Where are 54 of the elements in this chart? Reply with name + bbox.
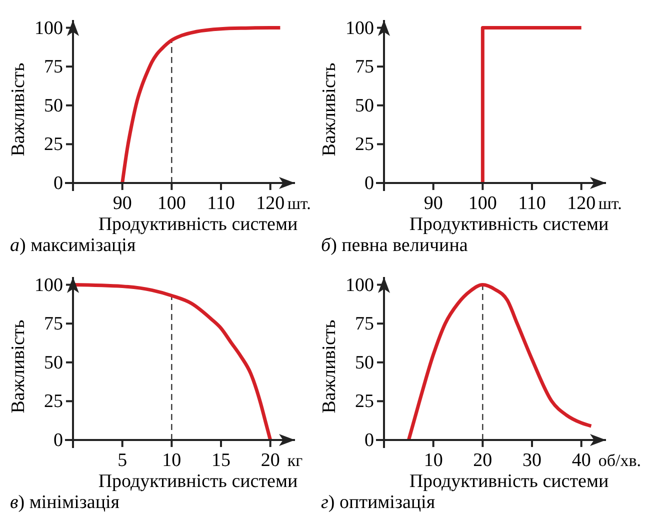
y-tick-label: 75 <box>44 56 63 78</box>
x-tick-label: 90 <box>112 193 132 214</box>
y-axis-title: Важливість <box>319 62 340 156</box>
y-tick-label: 25 <box>355 134 374 156</box>
x-tick-label: 110 <box>518 193 546 214</box>
x-tick-label: 100 <box>468 193 497 214</box>
y-tick-label: 0 <box>54 173 63 194</box>
y-tick-label: 50 <box>355 352 374 374</box>
y-tick-label: 25 <box>44 391 63 412</box>
y-tick-label: 75 <box>355 56 374 78</box>
text: в) мінімізація <box>10 492 120 513</box>
y-tick-label: 50 <box>44 352 63 374</box>
y-tick-label: 75 <box>44 314 63 335</box>
y-tick-label: 25 <box>44 134 63 156</box>
x-tick-label: 20 <box>473 450 492 471</box>
y-tick-label: 50 <box>355 95 374 116</box>
y-tick-label: 100 <box>34 18 63 39</box>
y-tick-label: 100 <box>34 274 63 296</box>
x-tick-label: 15 <box>212 450 230 471</box>
x-tick-label: 120 <box>256 193 285 214</box>
y-tick-label: 75 <box>355 314 374 335</box>
x-tick-label: 20 <box>260 450 280 471</box>
line-series <box>406 283 593 442</box>
x-tick-label: 100 <box>157 193 186 214</box>
x-tick-label: 110 <box>207 193 235 214</box>
x-tick-label: 10 <box>162 450 182 471</box>
y-tick-label: 0 <box>54 430 63 451</box>
x-tick-label: 90 <box>424 193 443 214</box>
y-axis-title: Важливість <box>8 62 29 156</box>
x-axis-title: Продуктивність системи <box>98 471 298 492</box>
x-tick-label: 120 <box>567 193 596 214</box>
y-tick-label: 100 <box>346 18 374 39</box>
text: б) певна величина <box>321 235 468 256</box>
text: кг <box>287 451 303 470</box>
x-axis-title: Продуктивність системи <box>98 214 298 235</box>
y-axis-title: Важливість <box>319 319 340 414</box>
x-tick-label: 30 <box>522 450 542 471</box>
x-axis-title: Продуктивність системи <box>409 471 609 492</box>
x-tick-label: 10 <box>424 450 443 471</box>
text: а) максимізація <box>10 235 136 256</box>
x-axis-title: Продуктивність системи <box>409 214 609 235</box>
text: об/хв. <box>598 451 641 470</box>
y-tick-label: 100 <box>346 274 374 296</box>
x-tick-label: 40 <box>572 450 591 471</box>
y-tick-label: 50 <box>44 95 63 116</box>
y-tick-label: 25 <box>355 391 374 412</box>
line-series <box>120 26 282 185</box>
text: г) оптимізація <box>321 492 436 513</box>
x-tick-label: 5 <box>118 450 128 471</box>
y-axis-title: Важливість <box>8 319 29 414</box>
y-tick-label: 0 <box>364 173 374 194</box>
text: шт. <box>598 194 622 213</box>
text: шт. <box>287 194 311 213</box>
y-tick-label: 0 <box>364 430 374 451</box>
